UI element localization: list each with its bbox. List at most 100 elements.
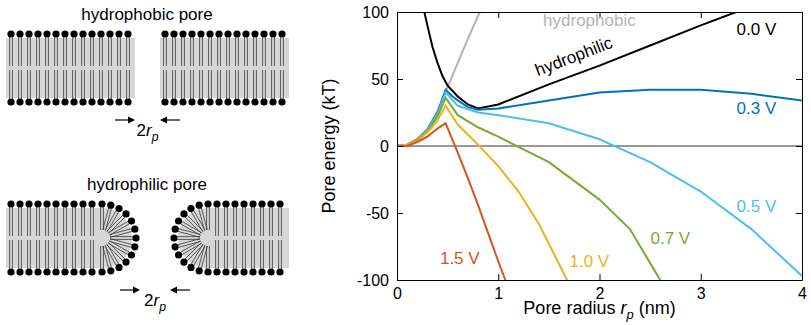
tick <box>701 12 702 18</box>
lipid-head <box>88 98 95 105</box>
text-part: 2 <box>144 291 153 310</box>
lipid-tail <box>102 37 103 66</box>
lipid-tail <box>75 240 76 269</box>
lipid-head <box>251 30 258 37</box>
lipid-head <box>215 98 222 105</box>
lipid-head <box>260 30 267 37</box>
lipid-tail <box>217 70 218 99</box>
lipid-tail <box>182 221 202 233</box>
lipid-head <box>61 98 68 105</box>
lipid-head <box>34 30 41 37</box>
lipid-tail <box>103 208 109 230</box>
lipid-tail <box>274 70 275 99</box>
lipid-head <box>175 251 182 258</box>
lipid-tail <box>201 246 207 268</box>
lipid-head <box>213 268 220 275</box>
lipid-tail <box>178 231 200 237</box>
lipid-head <box>276 200 283 207</box>
lipid-tail <box>72 207 73 236</box>
lipid-tail <box>57 70 58 99</box>
annotations: hydrophilic <box>532 33 615 80</box>
lipid-tail <box>251 207 252 236</box>
lipid-tail <box>103 246 109 268</box>
tick <box>796 213 802 214</box>
lipid-tail <box>281 240 282 269</box>
lipid-tail <box>229 37 230 66</box>
lipid-head <box>16 30 23 37</box>
lipid-tail <box>269 207 270 236</box>
lipid-tail <box>66 207 67 236</box>
lipid-tail <box>93 70 94 99</box>
lipid-head <box>188 98 195 105</box>
lipid-tail <box>81 207 82 236</box>
lipid-tail <box>9 207 10 236</box>
lipid-head <box>106 30 113 37</box>
lipid-tail <box>236 207 237 236</box>
lipid-tail <box>12 37 13 66</box>
lipid-tail <box>211 70 212 99</box>
lipid-tail <box>253 70 254 99</box>
series-labels: hydrophobic0.0 V0.3 V0.5 V0.7 V1.0 V1.5 … <box>440 11 777 271</box>
lipid-tail <box>278 240 279 269</box>
lipid-tail <box>54 37 55 66</box>
lipid-head <box>224 98 231 105</box>
lipid-head <box>170 98 177 105</box>
tick-mark <box>796 79 802 80</box>
lipid-tail <box>278 207 279 236</box>
lipid-tail <box>108 70 109 99</box>
lipid-head <box>128 251 135 258</box>
lipid-head <box>43 200 50 207</box>
lipid-head <box>204 268 211 275</box>
lipid-tail <box>238 37 239 66</box>
lipid-head <box>25 268 32 275</box>
lipid-tail <box>202 70 203 99</box>
lipid-head <box>269 98 276 105</box>
gap-label: 2rp <box>137 121 159 144</box>
lipid-tail <box>224 240 225 269</box>
lipid-tail <box>256 70 257 99</box>
tick: 1 <box>494 274 503 302</box>
tick-mark <box>701 274 702 280</box>
tick: -100 <box>357 272 403 289</box>
lipid-head <box>79 30 86 37</box>
lipid-head <box>197 30 204 37</box>
lipid-tail <box>226 70 227 99</box>
lipid-head <box>70 200 77 207</box>
tick-mark <box>397 146 403 147</box>
tick <box>397 12 398 18</box>
lipid-tail <box>57 240 58 269</box>
gap-arrowhead <box>160 117 167 124</box>
lipid-tail <box>208 70 209 99</box>
tick-label: 1 <box>494 285 503 302</box>
lipid-tail <box>245 240 246 269</box>
lipid-head <box>231 268 238 275</box>
lipid-tail <box>247 70 248 99</box>
series-label: 0.5 V <box>737 197 777 216</box>
tick-label: 50 <box>371 71 389 88</box>
lipid-head <box>206 30 213 37</box>
lipid-tail <box>181 70 182 99</box>
lipid-head <box>25 200 32 207</box>
lipid-tail <box>21 70 22 99</box>
lipid-tail <box>181 37 182 66</box>
lipid-head <box>115 98 122 105</box>
series-label: 1.0 V <box>570 252 610 271</box>
lipid-tail <box>178 239 200 245</box>
reference-line <box>397 146 802 147</box>
lipid-tail <box>72 240 73 269</box>
lipid-tail <box>63 207 64 236</box>
tick <box>796 280 802 281</box>
lipid-tail <box>226 37 227 66</box>
lipid-head <box>233 30 240 37</box>
lipid-tail <box>215 207 216 236</box>
lipid-tail <box>175 37 176 66</box>
tick: 50 <box>371 71 403 88</box>
lipid-head <box>188 30 195 37</box>
lipid-head <box>16 200 23 207</box>
lipid-tail <box>36 240 37 269</box>
lipid-head <box>187 205 194 212</box>
gap-arrow <box>120 289 135 290</box>
lipid-head <box>7 98 14 105</box>
lipid-tail <box>48 240 49 269</box>
lipid-tail <box>272 207 273 236</box>
